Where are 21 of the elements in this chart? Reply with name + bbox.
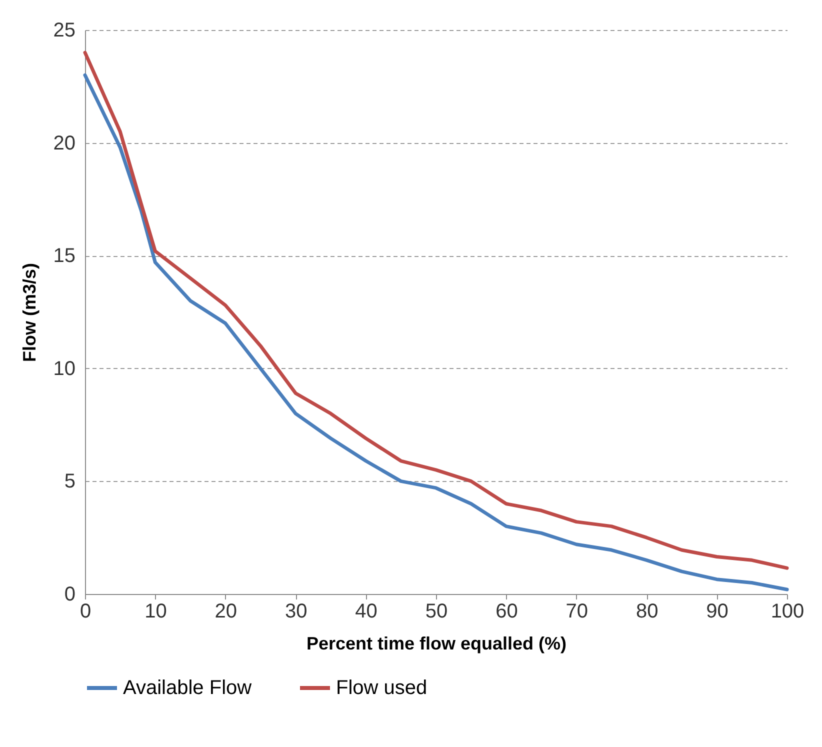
x-tick-label: 60 (496, 600, 518, 622)
x-tick-label: 100 (770, 600, 804, 622)
x-tick-label: 50 (425, 600, 448, 622)
y-tick-label: 5 (64, 470, 76, 493)
x-tick-label: 90 (706, 600, 728, 622)
x-tick-label: 10 (144, 600, 167, 622)
y-tick-label: 10 (53, 358, 76, 380)
y-tick-label: 20 (53, 132, 76, 154)
x-tick-label: 40 (355, 600, 378, 622)
y-tick-label: 15 (53, 245, 76, 268)
x-tick-label: 30 (284, 600, 308, 622)
x-tick-label: 70 (566, 600, 588, 622)
x-tick-label: 0 (80, 600, 92, 622)
x-tick-label: 20 (214, 600, 238, 622)
y-axis-title: Flow (m3/s) (19, 262, 40, 362)
y-tick-label: 25 (53, 20, 76, 42)
y-tick-label: 0 (64, 584, 76, 606)
x-tick-label: 80 (636, 600, 658, 622)
x-axis-title: Percent time flow equalled (%) (306, 634, 567, 654)
legend-label: Flow used (336, 677, 428, 699)
legend-label: Available Flow (123, 677, 252, 699)
